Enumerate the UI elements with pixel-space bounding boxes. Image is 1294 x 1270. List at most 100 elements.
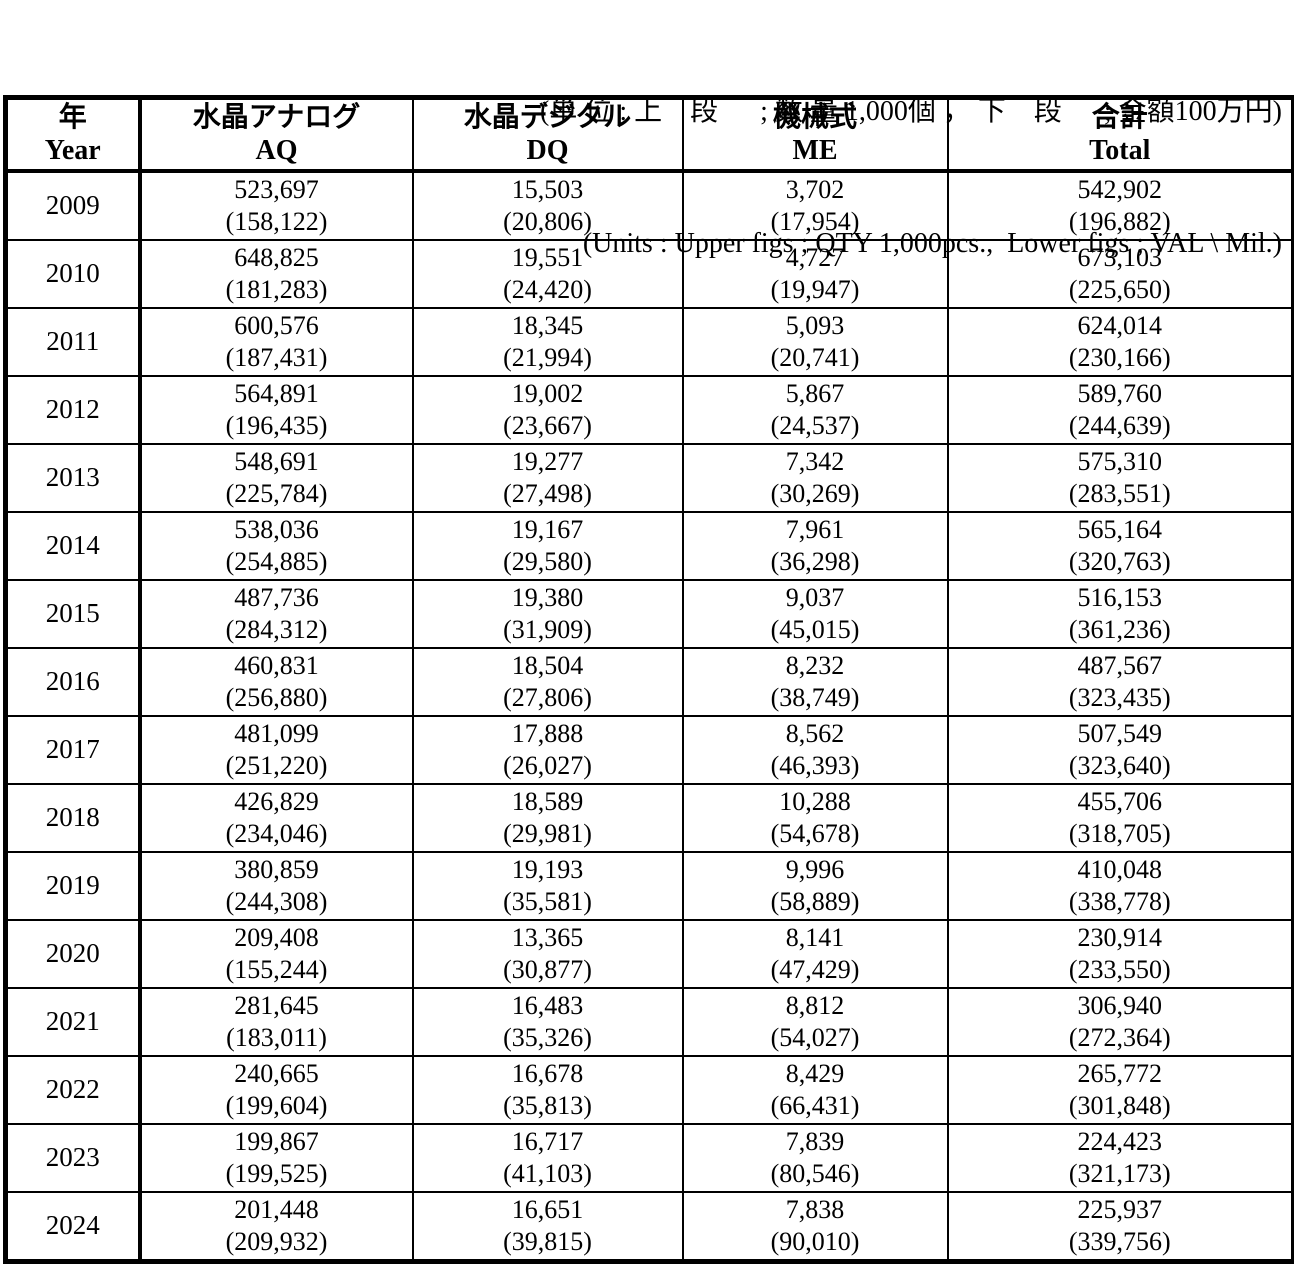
aq-quantity: 564,891 xyxy=(234,379,319,408)
me-cell: 7,838 (90,010) xyxy=(681,1191,949,1263)
dq-value: (24,420) xyxy=(503,274,592,304)
year-cell: 2024 xyxy=(4,1191,142,1263)
me-quantity: 7,342 xyxy=(785,447,845,476)
total-cell: 410,048 (338,778) xyxy=(946,851,1294,921)
aq-value: (251,220) xyxy=(225,750,328,780)
total-quantity: 487,567 xyxy=(1077,651,1163,680)
aq-cell: 487,736 (284,312) xyxy=(138,579,414,649)
me-quantity: 8,812 xyxy=(785,991,845,1020)
total-cell: 230,914 (233,550) xyxy=(946,919,1294,989)
dq-quantity: 17,888 xyxy=(511,719,584,748)
aq-cell: 426,829 (234,046) xyxy=(138,783,414,853)
total-quantity: 306,940 xyxy=(1077,991,1163,1020)
total-quantity: 673,103 xyxy=(1077,243,1163,272)
total-value: (320,763) xyxy=(1068,546,1171,576)
dq-value: (23,667) xyxy=(503,410,592,440)
aq-quantity: 538,036 xyxy=(234,515,319,544)
me-value: (66,431) xyxy=(770,1090,860,1120)
dq-cell: 19,002 (23,667) xyxy=(411,375,684,445)
aq-quantity: 281,645 xyxy=(234,991,319,1020)
me-cell: 8,232 (38,749) xyxy=(681,647,949,717)
me-value: (90,010) xyxy=(770,1226,860,1256)
total-value: (196,882) xyxy=(1068,206,1171,236)
me-cell: 9,996 (58,889) xyxy=(681,851,949,921)
aq-quantity: 380,859 xyxy=(234,855,319,884)
year-cell: 2012 xyxy=(4,375,142,445)
dq-quantity: 19,167 xyxy=(511,515,584,544)
table-row: 2012 564,891 (196,435) 19,002 (23,667) 5… xyxy=(4,375,1294,445)
aq-quantity: 209,408 xyxy=(234,923,319,952)
dq-cell: 18,345 (21,994) xyxy=(411,307,684,377)
year-cell: 2010 xyxy=(4,239,142,309)
col-header-year: 年 Year xyxy=(4,96,142,173)
me-value: (38,749) xyxy=(770,682,860,712)
total-cell: 575,310 (283,551) xyxy=(946,443,1294,513)
dq-quantity: 16,651 xyxy=(511,1195,584,1224)
table-row: 2010 648,825 (181,283) 19,551 (24,420) 4… xyxy=(4,239,1294,309)
me-quantity: 8,232 xyxy=(785,651,845,680)
year-cell: 2022 xyxy=(4,1055,142,1125)
me-value: (19,947) xyxy=(770,274,860,304)
aq-cell: 481,099 (251,220) xyxy=(138,715,414,785)
total-value: (225,650) xyxy=(1068,274,1171,304)
total-quantity: 565,164 xyxy=(1077,515,1163,544)
me-quantity: 7,838 xyxy=(785,1195,845,1224)
aq-cell: 281,645 (183,011) xyxy=(138,987,414,1057)
aq-value: (254,885) xyxy=(225,546,328,576)
dq-quantity: 19,380 xyxy=(511,583,584,612)
aq-value: (284,312) xyxy=(225,614,328,644)
dq-cell: 18,504 (27,806) xyxy=(411,647,684,717)
year-cell: 2011 xyxy=(4,307,142,377)
total-quantity: 624,014 xyxy=(1077,311,1163,340)
aq-value: (225,784) xyxy=(225,478,328,508)
aq-value: (234,046) xyxy=(225,818,328,848)
dq-value: (29,981) xyxy=(503,818,592,848)
total-cell: 516,153 (361,236) xyxy=(946,579,1294,649)
total-value: (323,640) xyxy=(1068,750,1171,780)
dq-quantity: 16,717 xyxy=(511,1127,584,1156)
me-cell: 5,867 (24,537) xyxy=(681,375,949,445)
total-cell: 306,940 (272,364) xyxy=(946,987,1294,1057)
dq-cell: 19,277 (27,498) xyxy=(411,443,684,513)
dq-quantity: 13,365 xyxy=(511,923,584,952)
year-cell: 2017 xyxy=(4,715,142,785)
dq-value: (39,815) xyxy=(503,1226,592,1256)
me-value: (54,678) xyxy=(770,818,860,848)
dq-cell: 16,651 (39,815) xyxy=(411,1191,684,1263)
year-cell: 2015 xyxy=(4,579,142,649)
me-cell: 8,429 (66,431) xyxy=(681,1055,949,1125)
total-cell: 487,567 (323,435) xyxy=(946,647,1294,717)
total-value: (318,705) xyxy=(1068,818,1171,848)
dq-value: (26,027) xyxy=(503,750,592,780)
total-value: (338,778) xyxy=(1068,886,1171,916)
aq-cell: 600,576 (187,431) xyxy=(138,307,414,377)
year-cell: 2016 xyxy=(4,647,142,717)
me-cell: 8,812 (54,027) xyxy=(681,987,949,1057)
aq-quantity: 487,736 xyxy=(234,583,319,612)
aq-value: (155,244) xyxy=(225,954,328,984)
dq-value: (20,806) xyxy=(503,206,592,236)
me-quantity: 9,037 xyxy=(785,583,845,612)
dq-cell: 16,678 (35,813) xyxy=(411,1055,684,1125)
table-row: 2022 240,665 (199,604) 16,678 (35,813) 8… xyxy=(4,1055,1294,1125)
year-cell: 2013 xyxy=(4,443,142,513)
aq-value: (181,283) xyxy=(225,274,328,304)
me-value: (17,954) xyxy=(770,206,860,236)
me-cell: 4,727 (19,947) xyxy=(681,239,949,309)
aq-value: (199,604) xyxy=(225,1090,328,1120)
col-header-aq: 水晶アナログ AQ xyxy=(138,96,414,173)
aq-quantity: 426,829 xyxy=(234,787,319,816)
dq-quantity: 16,483 xyxy=(511,991,584,1020)
dq-quantity: 18,345 xyxy=(511,311,584,340)
me-cell: 9,037 (45,015) xyxy=(681,579,949,649)
me-cell: 3,702 (17,954) xyxy=(681,170,949,241)
dq-value: (31,909) xyxy=(503,614,592,644)
me-cell: 8,141 (47,429) xyxy=(681,919,949,989)
aq-cell: 460,831 (256,880) xyxy=(138,647,414,717)
dq-cell: 13,365 (30,877) xyxy=(411,919,684,989)
me-quantity: 8,562 xyxy=(785,719,845,748)
me-cell: 8,562 (46,393) xyxy=(681,715,949,785)
me-quantity: 9,996 xyxy=(785,855,845,884)
total-quantity: 507,549 xyxy=(1077,719,1163,748)
